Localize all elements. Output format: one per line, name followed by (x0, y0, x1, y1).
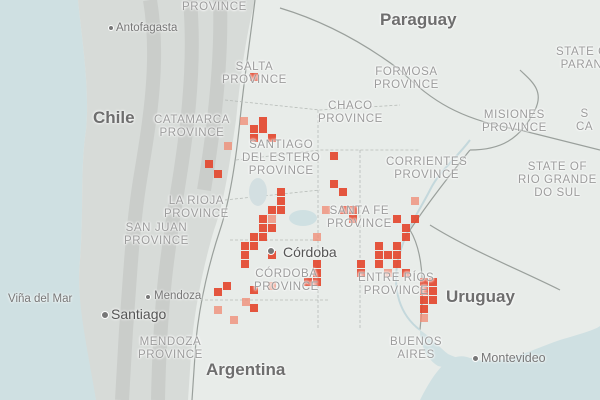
laguna-mar-chiquita (289, 210, 317, 226)
heat-cell[interactable] (349, 206, 357, 214)
heat-cell[interactable] (420, 278, 428, 286)
heat-cell[interactable] (384, 251, 392, 259)
heat-cell[interactable] (322, 206, 330, 214)
heat-cell[interactable] (313, 269, 321, 277)
heat-cell[interactable] (420, 287, 428, 295)
heat-cell[interactable] (384, 269, 392, 277)
heat-cell[interactable] (259, 117, 267, 125)
heat-cell[interactable] (250, 134, 258, 142)
heat-cell[interactable] (268, 206, 276, 214)
heat-cell[interactable] (429, 278, 437, 286)
city-marker-cordoba[interactable] (267, 247, 275, 255)
atlantic-ocean (420, 326, 600, 400)
heat-cell[interactable] (393, 260, 401, 268)
heat-cell[interactable] (304, 278, 312, 286)
pacific-ocean (0, 0, 96, 400)
heat-cell[interactable] (313, 260, 321, 268)
heat-cell[interactable] (268, 251, 276, 259)
city-marker-antofagasta[interactable] (108, 25, 114, 31)
heat-cell[interactable] (393, 242, 401, 250)
border-paraguay (279, 7, 600, 151)
heat-cell[interactable] (330, 180, 338, 188)
heat-cell[interactable] (214, 170, 222, 178)
heat-cell[interactable] (375, 260, 383, 268)
heat-cell[interactable] (214, 288, 222, 296)
heat-cell[interactable] (268, 282, 276, 290)
heat-cell[interactable] (268, 215, 276, 223)
heat-cell[interactable] (420, 314, 428, 322)
heat-cell[interactable] (241, 260, 249, 268)
heat-cell[interactable] (223, 282, 231, 290)
heat-cell[interactable] (240, 117, 248, 125)
heat-cell[interactable] (313, 278, 321, 286)
heat-cell[interactable] (277, 206, 285, 214)
heat-cell[interactable] (250, 233, 258, 241)
city-marker-mendoza[interactable] (145, 294, 151, 300)
heat-cell[interactable] (339, 188, 347, 196)
heat-cell[interactable] (259, 233, 267, 241)
heat-cell[interactable] (393, 251, 401, 259)
heat-cell[interactable] (357, 260, 365, 268)
heat-cell[interactable] (250, 304, 258, 312)
city-marker-montevideo[interactable] (472, 355, 479, 362)
heat-cell[interactable] (357, 269, 365, 277)
province-borders (200, 99, 420, 330)
andes-texture (115, 0, 228, 400)
heat-cell[interactable] (429, 296, 437, 304)
heat-cell[interactable] (259, 215, 267, 223)
heat-cell[interactable] (241, 242, 249, 250)
heat-cell[interactable] (340, 206, 348, 214)
heat-cell[interactable] (259, 224, 267, 232)
border-argentina-chile (191, 0, 256, 400)
heat-cell[interactable] (420, 296, 428, 304)
heat-cell[interactable] (411, 197, 419, 205)
city-marker-santiago[interactable] (101, 311, 109, 319)
heat-cell[interactable] (259, 125, 267, 133)
heat-cell[interactable] (214, 306, 222, 314)
heat-cell[interactable] (230, 316, 238, 324)
heat-cell[interactable] (411, 215, 419, 223)
heat-cell[interactable] (330, 152, 338, 160)
heat-cell[interactable] (250, 242, 258, 250)
heat-cell[interactable] (242, 298, 250, 306)
heat-cell[interactable] (277, 197, 285, 205)
rio-de-la-plata (420, 330, 476, 368)
heat-cell[interactable] (313, 233, 321, 241)
heat-cell[interactable] (250, 73, 258, 81)
salinas-grandes (249, 178, 267, 206)
heat-cell[interactable] (268, 224, 276, 232)
heat-cell[interactable] (250, 125, 258, 133)
heat-cell[interactable] (402, 224, 410, 232)
heat-cell[interactable] (375, 242, 383, 250)
heat-cell[interactable] (393, 215, 401, 223)
heat-cell[interactable] (224, 142, 232, 150)
heat-cell[interactable] (429, 287, 437, 295)
heat-cell[interactable] (241, 251, 249, 259)
heat-cell[interactable] (402, 269, 410, 277)
heat-cell[interactable] (250, 286, 258, 294)
parana-river (395, 139, 471, 331)
heat-cell[interactable] (349, 215, 357, 223)
heat-cell[interactable] (205, 160, 213, 168)
heat-cell[interactable] (268, 134, 276, 142)
heat-cell[interactable] (375, 251, 383, 259)
heat-cell[interactable] (420, 305, 428, 313)
heat-cell[interactable] (277, 188, 285, 196)
heat-cell[interactable] (402, 233, 410, 241)
